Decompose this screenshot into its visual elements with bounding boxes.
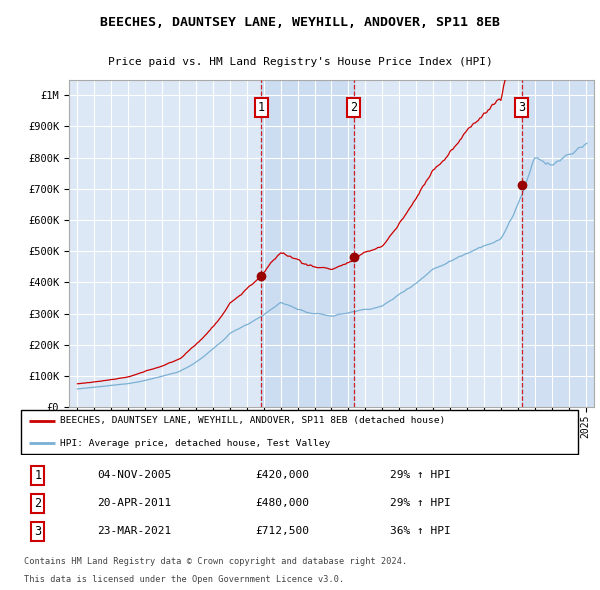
- Text: 1: 1: [257, 101, 265, 114]
- Text: 04-NOV-2005: 04-NOV-2005: [97, 470, 171, 480]
- Text: HPI: Average price, detached house, Test Valley: HPI: Average price, detached house, Test…: [60, 439, 331, 448]
- Text: 2: 2: [34, 497, 41, 510]
- Text: 29% ↑ HPI: 29% ↑ HPI: [390, 499, 451, 508]
- Text: This data is licensed under the Open Government Licence v3.0.: This data is licensed under the Open Gov…: [23, 575, 344, 584]
- Text: BEECHES, DAUNTSEY LANE, WEYHILL, ANDOVER, SP11 8EB (detached house): BEECHES, DAUNTSEY LANE, WEYHILL, ANDOVER…: [60, 416, 446, 425]
- Text: 20-APR-2011: 20-APR-2011: [97, 499, 171, 508]
- Text: 3: 3: [518, 101, 525, 114]
- Text: 3: 3: [34, 525, 41, 537]
- Text: £420,000: £420,000: [255, 470, 309, 480]
- Text: 23-MAR-2021: 23-MAR-2021: [97, 526, 171, 536]
- Text: 36% ↑ HPI: 36% ↑ HPI: [390, 526, 451, 536]
- FancyBboxPatch shape: [21, 410, 578, 454]
- Text: 1: 1: [34, 469, 41, 482]
- Text: £712,500: £712,500: [255, 526, 309, 536]
- Text: Price paid vs. HM Land Registry's House Price Index (HPI): Price paid vs. HM Land Registry's House …: [107, 57, 493, 67]
- Bar: [521, 80, 594, 407]
- Text: £480,000: £480,000: [255, 499, 309, 508]
- Text: 2: 2: [350, 101, 357, 114]
- Text: BEECHES, DAUNTSEY LANE, WEYHILL, ANDOVER, SP11 8EB: BEECHES, DAUNTSEY LANE, WEYHILL, ANDOVER…: [100, 16, 500, 29]
- Text: Contains HM Land Registry data © Crown copyright and database right 2024.: Contains HM Land Registry data © Crown c…: [23, 558, 407, 566]
- Text: 29% ↑ HPI: 29% ↑ HPI: [390, 470, 451, 480]
- Bar: [261, 80, 353, 407]
